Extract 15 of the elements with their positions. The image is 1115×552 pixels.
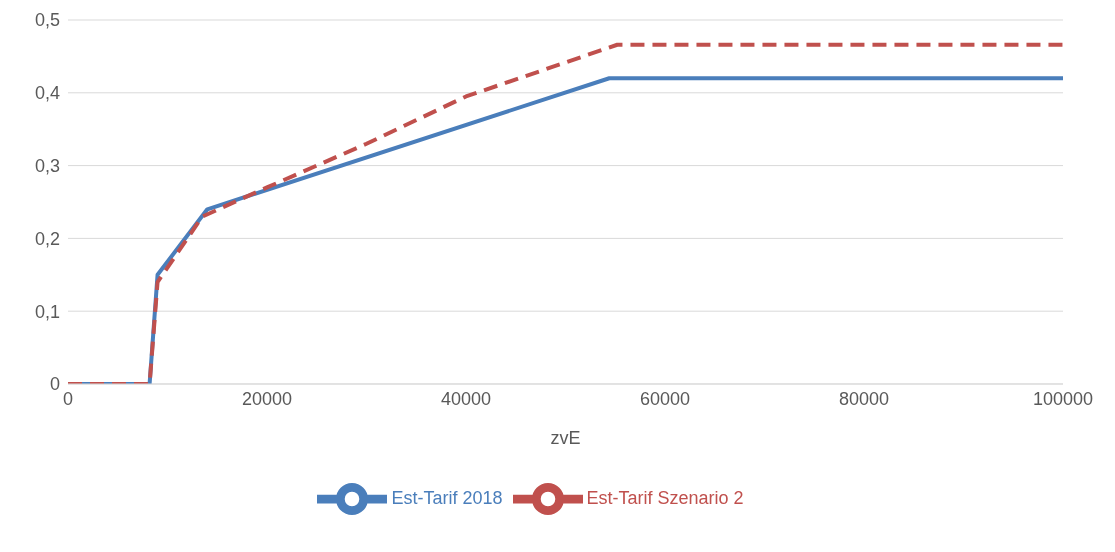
x-tick-label: 60000 [639,388,691,409]
legend-label: Est-Tarif 2018 [391,487,503,508]
x-tick-label: 40000 [440,388,492,409]
y-tick-label: 0,4 [34,83,60,104]
x-tick-label: 100000 [1032,388,1094,409]
y-tick-label: 0,3 [34,155,60,176]
y-tick-label: 0,5 [34,10,60,31]
y-tick-label: 0,2 [34,228,60,249]
x-tick-label: 20000 [241,388,293,409]
legend-label: Est-Tarif Szenario 2 [586,487,744,508]
x-tick-label: 80000 [838,388,890,409]
y-tick-label: 0 [49,374,60,395]
y-tick-label: 0,1 [34,301,60,322]
x-axis-title: zvE [550,428,581,448]
x-tick-label: 0 [62,388,74,409]
